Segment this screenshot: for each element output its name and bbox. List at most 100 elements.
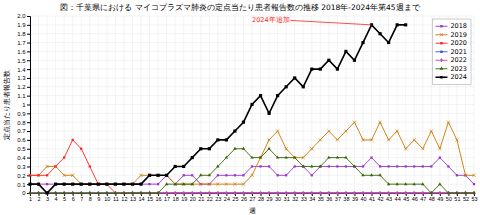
point [285,191,287,195]
point [208,173,211,176]
grid-line [149,16,150,193]
tick-mark [27,16,30,17]
point [276,174,278,176]
point [378,173,381,176]
point [268,165,270,167]
point [37,192,39,194]
tick-mark [27,122,30,123]
x-tick: 1 [29,193,32,202]
point [438,182,441,185]
point [122,183,125,186]
point [183,174,185,176]
tick-label: 1.2 [17,84,26,90]
point [319,164,322,167]
point [80,191,83,194]
x-tick: 34 [309,193,315,202]
tick-label: 0.1 [17,182,26,188]
point [370,192,372,194]
annotation-text: 2024年追加 [252,16,290,24]
point [370,138,373,141]
point [106,183,108,185]
point [311,174,313,176]
point [148,174,151,177]
point [63,156,65,158]
tick-label: 3 [46,196,49,202]
point [268,191,270,195]
x-tick: 21 [198,193,204,202]
tick-label: 1 [29,196,32,202]
point [413,182,416,185]
grid-line [260,16,261,193]
point [29,191,31,195]
series [28,121,475,186]
point [473,192,475,194]
point [370,192,372,194]
x-tick: 8 [89,193,92,202]
point [37,191,40,194]
tick-label: 12 [121,196,127,202]
point [97,183,100,186]
point [139,183,142,186]
x-tick: 25 [232,193,238,202]
x-tick: 33 [301,193,307,202]
y-tick: 0.6 [17,137,30,143]
point [45,165,48,168]
point [216,183,219,186]
point [259,94,262,97]
line [30,149,474,193]
point [302,85,305,88]
tick-label: 44 [395,196,401,202]
tick-label: 33 [301,196,307,202]
tick-label: 14 [138,196,144,202]
point [89,191,91,195]
tick-label: 32 [292,196,298,202]
point [259,192,261,194]
point [54,191,56,195]
tick-label: 51 [454,196,460,202]
point [422,191,424,195]
legend-marker [440,51,442,53]
point [191,174,193,176]
point [387,41,390,44]
point [174,183,176,185]
grid-line [286,16,287,193]
point [217,192,219,194]
point [276,191,278,195]
tick-label: 2 [38,196,41,202]
point [387,182,390,185]
tick-label: 13 [130,196,136,202]
point [250,103,253,106]
tick-mark [27,69,30,70]
legend-marker [440,76,442,78]
x-tick: 4 [55,193,58,202]
grid-line [55,16,56,193]
legend-marker [440,33,443,36]
tick-label: 46 [412,196,418,202]
point [148,192,150,194]
x-tick: 38 [343,193,349,202]
y-tick: 0.1 [17,182,30,188]
grid-line [72,16,73,193]
tick-label: 50 [446,196,452,202]
point [319,68,322,71]
tick-label: 22 [207,196,213,202]
point [37,174,39,176]
tick-label: 0.2 [17,173,26,179]
y-tick: 0.3 [17,164,30,170]
point [165,174,168,177]
point [327,156,330,159]
tick-mark [27,34,30,35]
grid-line [234,16,235,193]
point [285,147,288,150]
tick-label: 26 [241,196,247,202]
x-tick: 51 [454,193,460,202]
point [72,183,74,185]
legend-label: 2022 [450,56,467,64]
legend-label: 2019 [450,31,467,39]
tick-label: 1.1 [17,93,26,99]
point [208,192,210,194]
line [30,122,474,184]
tick-label: 8 [89,196,92,202]
point [344,50,347,53]
point [379,165,381,167]
